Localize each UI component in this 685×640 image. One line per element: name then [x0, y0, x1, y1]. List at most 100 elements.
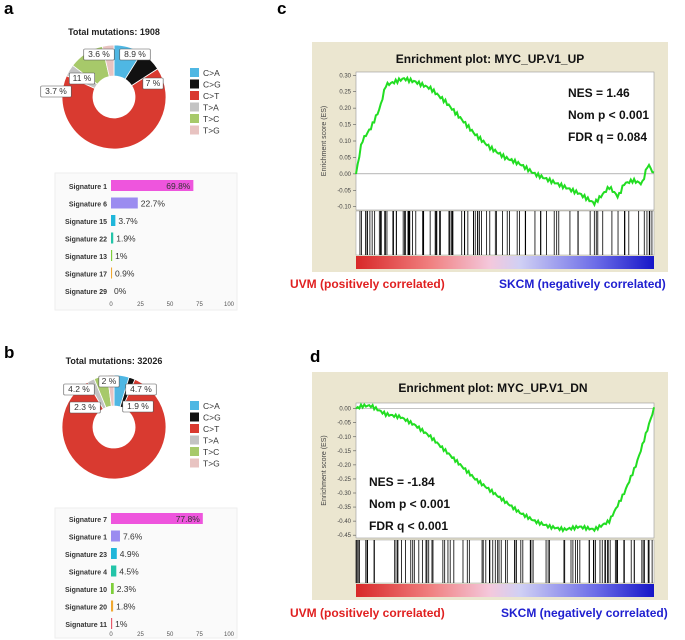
legend-swatch-T>G — [190, 458, 199, 468]
pie-label-box — [69, 72, 96, 85]
bar-category-label: Signature 10 — [65, 587, 107, 594]
enrich-d-title: Enrichment plot: MYC_UP.V1_DN — [398, 381, 587, 395]
panel-label-d: d — [310, 347, 320, 366]
y-tick-label: -0.40 — [337, 519, 351, 525]
bar-category-label: Signature 15 — [65, 219, 107, 226]
enrich-c-nes: NES = 1.46 — [568, 86, 630, 100]
es-curve — [355, 75, 655, 208]
y-tick-label: 0.30 — [339, 73, 351, 79]
legend-label: T>A — [203, 436, 219, 446]
bar-value-label: 1% — [115, 619, 128, 629]
y-tick-label: -0.15 — [337, 449, 351, 455]
enrich-d-content: 0.00 -0.05 -0.10 -0.15 -0.20 -0.25 -0.30 -0.35 -… — [321, 402, 655, 597]
legend-swatch-T>C — [190, 447, 199, 456]
legend-label: T>G — [203, 459, 220, 469]
panel-b-pie: Total mutations: 32026 4.7 %1.9 %84.8 %2… — [61, 356, 221, 517]
bar-category-label: Signature 13 — [65, 254, 107, 261]
pie-label: 3.6 % — [88, 49, 110, 59]
bar-signature-20 — [111, 600, 114, 612]
bar-value-label: 4.5% — [119, 567, 139, 577]
legend-label: C>G — [203, 413, 221, 423]
bar-signature-10 — [111, 583, 114, 594]
panel-label-c: c — [277, 0, 286, 18]
pie-slice-C>T — [61, 68, 167, 150]
enrich-c-right-label: SKCM (negatively correlated) — [499, 277, 666, 291]
y-tick-label: 0.15 — [339, 123, 351, 129]
pie-label-box — [142, 77, 164, 90]
bar-signature-23 — [111, 548, 117, 559]
bar-category-label: Signature 11 — [65, 622, 107, 629]
bar-x-tick: 100 — [224, 302, 235, 308]
legend-swatch-T>G — [190, 125, 199, 135]
bar-value-label: 22.7% — [141, 199, 166, 209]
y-tick-label: 0.25 — [339, 90, 351, 96]
y-tick-label: 0.05 — [339, 155, 351, 161]
bar-value-label: 1% — [115, 251, 128, 261]
pie-label: 7 % — [146, 78, 161, 88]
bar-x-tick: 75 — [196, 632, 203, 638]
bar-category-label: Signature 29 — [65, 289, 107, 296]
bar-value-label: 0% — [114, 286, 127, 296]
y-tick-label: 0.00 — [339, 172, 351, 178]
pie-label: 2 % — [102, 376, 117, 386]
bar-value-label: 77.8% — [176, 514, 201, 524]
bar-x-tick: 25 — [137, 632, 144, 638]
legend-swatch-C>G — [190, 79, 199, 89]
pie-label-box — [83, 48, 115, 61]
legend-label: T>A — [203, 103, 219, 113]
y-tick-label: -0.35 — [337, 505, 351, 511]
bar-x-tick: 75 — [196, 302, 203, 308]
legend-label: C>T — [203, 91, 219, 101]
pie-a-slices — [61, 44, 167, 150]
enrich-c-title: Enrichment plot: MYC_UP.V1_UP — [396, 52, 584, 66]
enrich-d-left-label: UVM (positively correlated) — [290, 606, 445, 620]
legend-swatch-T>A — [190, 435, 199, 445]
hits-frame — [355, 539, 655, 584]
legend-swatch-C>T — [190, 424, 199, 433]
legend-swatch-T>A — [190, 102, 199, 112]
pie-label: 4.2 % — [68, 384, 90, 394]
y-tick-label: -0.10 — [337, 435, 351, 441]
bar-value-label: 1.9% — [116, 234, 136, 244]
legend-label: T>C — [203, 447, 219, 457]
enrich-c-fdr: FDR q = 0.084 — [568, 130, 647, 144]
bar-x-tick: 50 — [167, 302, 174, 308]
pie-label-box — [98, 375, 120, 388]
y-tick-label: -0.45 — [337, 533, 351, 539]
legend-swatch-C>A — [190, 401, 199, 410]
y-axis-label: Enrichment score (ES) — [321, 106, 328, 176]
y-tick-label: -0.25 — [337, 477, 351, 483]
enrich-c-left-label: UVM (positively correlated) — [290, 277, 445, 291]
pie-label: 8.9 % — [124, 49, 146, 59]
pie-label: 3.7 % — [45, 86, 67, 96]
bar-category-label: Signature 4 — [69, 570, 107, 577]
bar-value-label: 7.6% — [123, 532, 143, 542]
legend-label: C>T — [203, 424, 219, 434]
pie-label: 2.3 % — [74, 402, 96, 412]
legend-swatch-C>A — [190, 68, 199, 77]
pie-b-labels: 4.7 %1.9 %84.8 %2.3 %4.2 %2 % — [63, 375, 157, 517]
rank-gradient — [356, 584, 654, 597]
pie-label-box — [63, 383, 95, 396]
bar-signature-17 — [111, 267, 113, 279]
legend-label: T>G — [203, 126, 220, 136]
bar-x-tick: 0 — [109, 632, 113, 638]
pie-b-title: Total mutations: 32026 — [66, 356, 163, 366]
bar-signature-13 — [111, 250, 113, 261]
enrich-c-content: 0.30 0.25 0.20 0.15 0.10 0.05 0.00 -0.05 -0.10 En… — [321, 73, 655, 269]
bar-category-label: Signature 20 — [65, 605, 107, 612]
bar-x-tick: 25 — [137, 302, 144, 308]
y-tick-label: -0.30 — [337, 491, 351, 497]
enrich-c-plot-area — [355, 71, 655, 211]
bar-value-label: 1.8% — [116, 602, 136, 612]
panel-d-enrichment: Enrichment plot: MYC_UP.V1_DN 0.00 -0.05 -… — [290, 372, 668, 620]
panel-label-b: b — [4, 343, 14, 362]
pie-label-box — [125, 383, 157, 396]
bar-signature-6 — [111, 197, 138, 209]
legend-swatch-C>T — [190, 91, 199, 100]
pie-a-title: Total mutations: 1908 — [68, 27, 160, 37]
enrich-d-nes: NES = -1.84 — [369, 475, 435, 489]
es-curve — [355, 402, 655, 534]
legend-swatch-T>C — [190, 114, 199, 123]
